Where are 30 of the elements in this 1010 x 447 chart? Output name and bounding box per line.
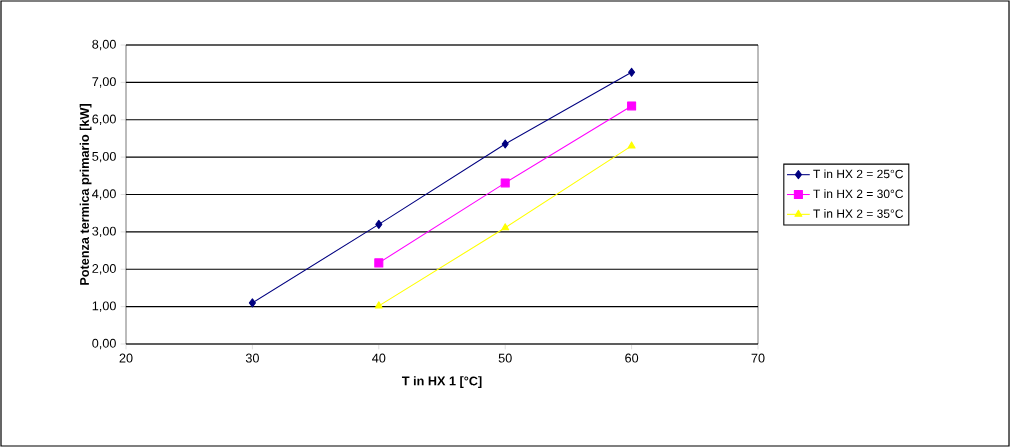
point bbox=[500, 178, 510, 188]
legend-label: T in HX 2 = 35°C bbox=[813, 209, 904, 218]
point bbox=[628, 67, 636, 77]
y-tick-label: 7,00 bbox=[92, 77, 116, 88]
x-tick-label: 20 bbox=[119, 353, 133, 363]
point bbox=[501, 139, 509, 149]
y-tick-label: 3,00 bbox=[92, 226, 116, 238]
x-tick-label: 60 bbox=[625, 353, 639, 363]
x-tick-label: 70 bbox=[751, 353, 765, 363]
point bbox=[375, 219, 383, 229]
y-tick-label: 4,00 bbox=[92, 189, 116, 200]
x-tick-label: 30 bbox=[245, 353, 259, 363]
point bbox=[248, 298, 256, 308]
y-tick-label: 1,00 bbox=[92, 301, 116, 312]
point bbox=[627, 141, 636, 149]
y-tick-label: 0,00 bbox=[92, 338, 116, 350]
y-tick-label: 2,00 bbox=[92, 264, 116, 275]
y-axis-title: Potenza termica primario [kW] bbox=[79, 104, 92, 285]
point bbox=[501, 223, 510, 231]
point bbox=[374, 258, 384, 268]
y-tick-label: 6,00 bbox=[92, 114, 116, 125]
y-tick-label: 5,00 bbox=[92, 151, 116, 163]
point bbox=[374, 301, 383, 309]
legend-label: T in HX 2 = 25°C bbox=[813, 169, 904, 179]
x-tick-label: 40 bbox=[372, 353, 386, 363]
x-tick-label: 50 bbox=[498, 353, 512, 363]
y-tick-label: 8,00 bbox=[92, 39, 116, 51]
legend-label: T in HX 2 = 30°C bbox=[813, 189, 904, 199]
x-axis-title: T in HX 1 [°C] bbox=[401, 376, 482, 388]
point bbox=[627, 101, 637, 111]
